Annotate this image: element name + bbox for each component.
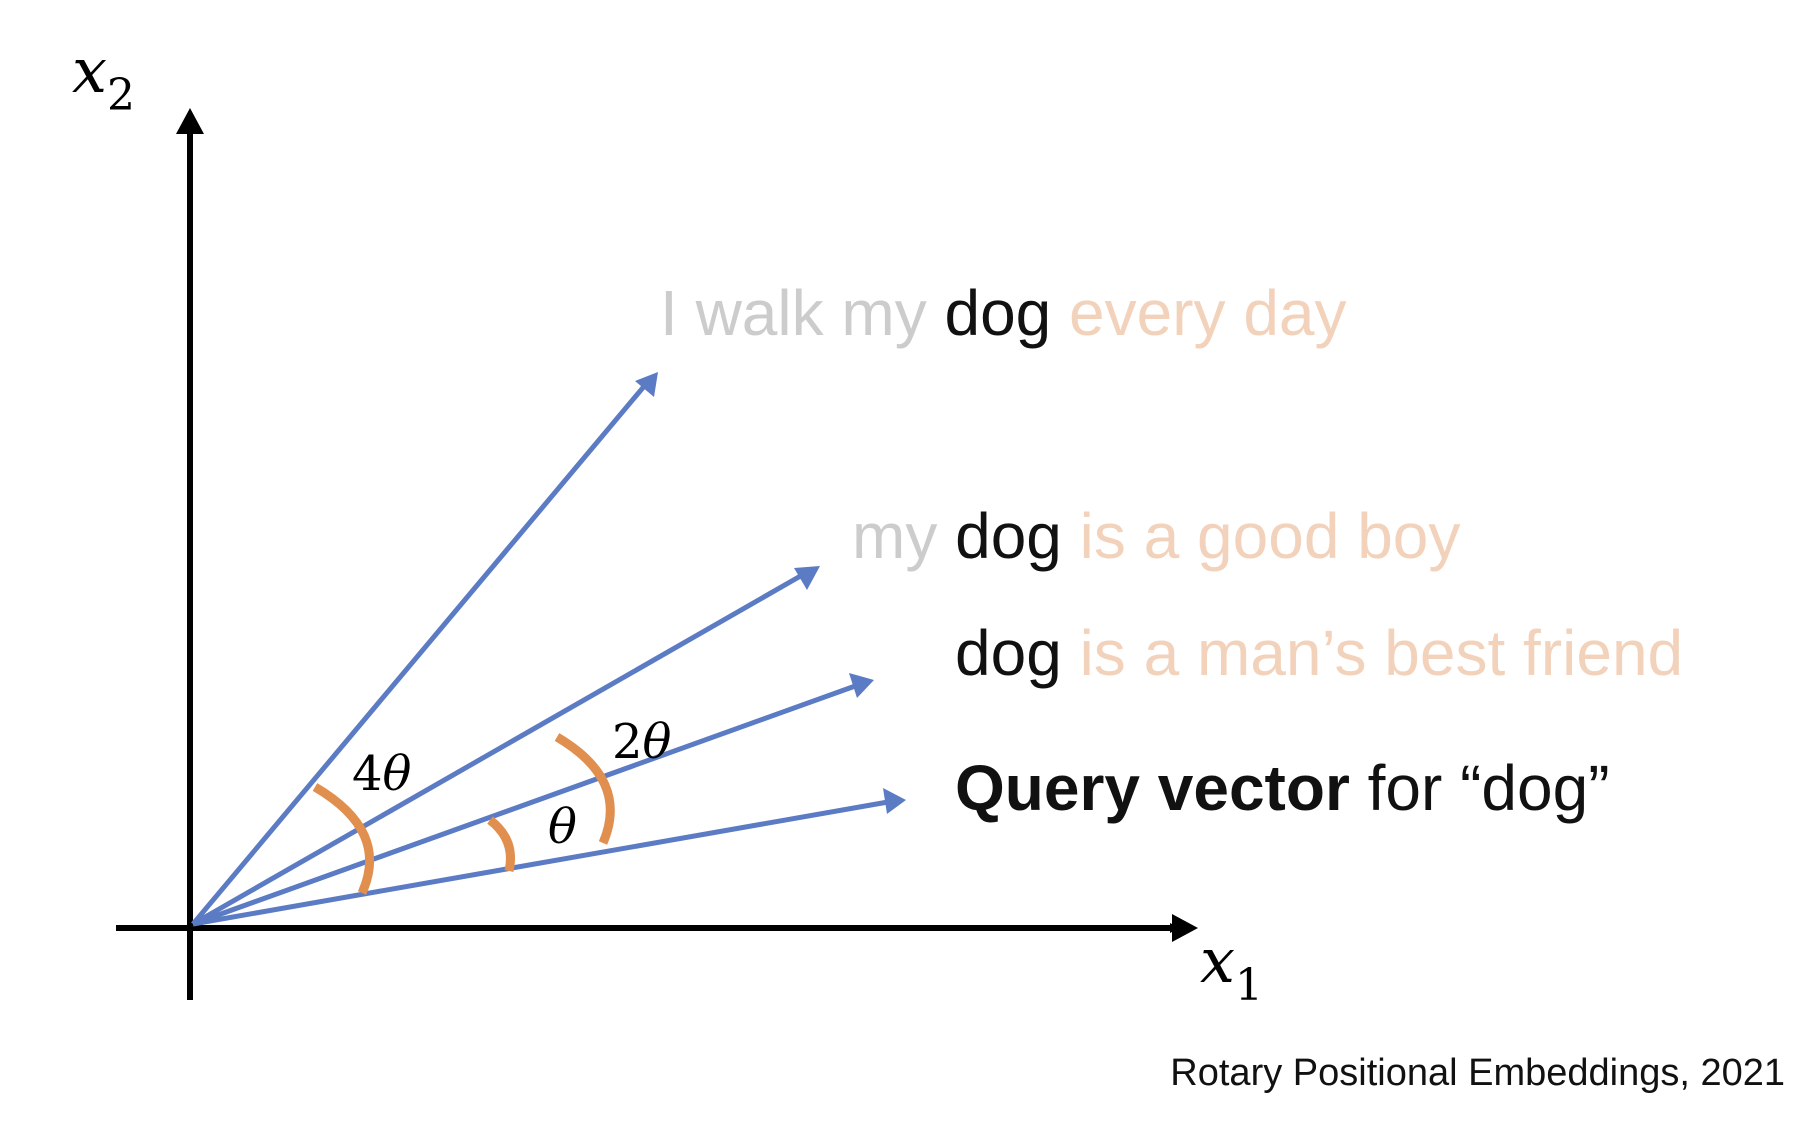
sentence-walk-after: every day: [1051, 277, 1346, 349]
sentence-good-boy: my dog is a good boy: [852, 500, 1460, 572]
query-label-bold: Query vector: [955, 752, 1350, 824]
y-axis-label-sub: 2: [107, 70, 135, 121]
sentence-best-friend: dog is a man’s best friend: [955, 617, 1683, 689]
four-theta-label-coef: 4: [352, 746, 383, 802]
theta-label: θ: [548, 799, 577, 855]
y-axis-label-base: x: [72, 34, 107, 107]
sentence-walk-focus: dog: [944, 277, 1051, 349]
sentence-walk-before: I walk my: [660, 277, 944, 349]
walk-vector: [191, 382, 648, 926]
sentence-best-friend-after: is a man’s best friend: [1062, 617, 1683, 689]
x-axis-arrowhead: [1172, 914, 1198, 942]
four-theta-label: 4θ: [352, 746, 412, 802]
y-axis-label: x2: [72, 34, 135, 121]
sentence-good-boy-focus: dog: [955, 500, 1062, 572]
sentence-best-friend-focus: dog: [955, 617, 1062, 689]
sentence-good-boy-before: my: [852, 500, 955, 572]
query-label-rest: for “dog”: [1350, 752, 1610, 824]
walk-vector-arrowhead: [635, 372, 658, 397]
x-axis-label-base: x: [1200, 924, 1235, 997]
sentence-good-boy-after: is a good boy: [1062, 500, 1461, 572]
sentence-walk: I walk my dog every day: [660, 277, 1347, 349]
two-theta-label: 2θ: [612, 714, 672, 770]
two-theta-label-symbol: θ: [643, 714, 672, 770]
two-theta-label-coef: 2: [612, 714, 643, 770]
two-theta-arc: [554, 733, 615, 845]
x-axis-label-sub: 1: [1235, 960, 1263, 1011]
good-boy-vector-arrowhead: [794, 566, 820, 590]
theta-label-symbol: θ: [548, 799, 577, 855]
y-axis-arrowhead: [176, 108, 204, 134]
caption: Rotary Positional Embeddings, 2021: [1170, 1052, 1785, 1094]
query-vector-arrowhead: [883, 788, 906, 814]
best-friend-vector-arrowhead: [849, 673, 874, 698]
four-theta-arc: [312, 783, 375, 895]
x-axis-label: x1: [1200, 924, 1263, 1011]
four-theta-label-symbol: θ: [383, 746, 412, 802]
best-friend-vector: [192, 682, 859, 927]
query-label: Query vector for “dog”: [955, 752, 1610, 824]
query-vector: [192, 799, 889, 927]
good-boy-vector: [191, 571, 806, 927]
theta-arc: [487, 816, 515, 872]
